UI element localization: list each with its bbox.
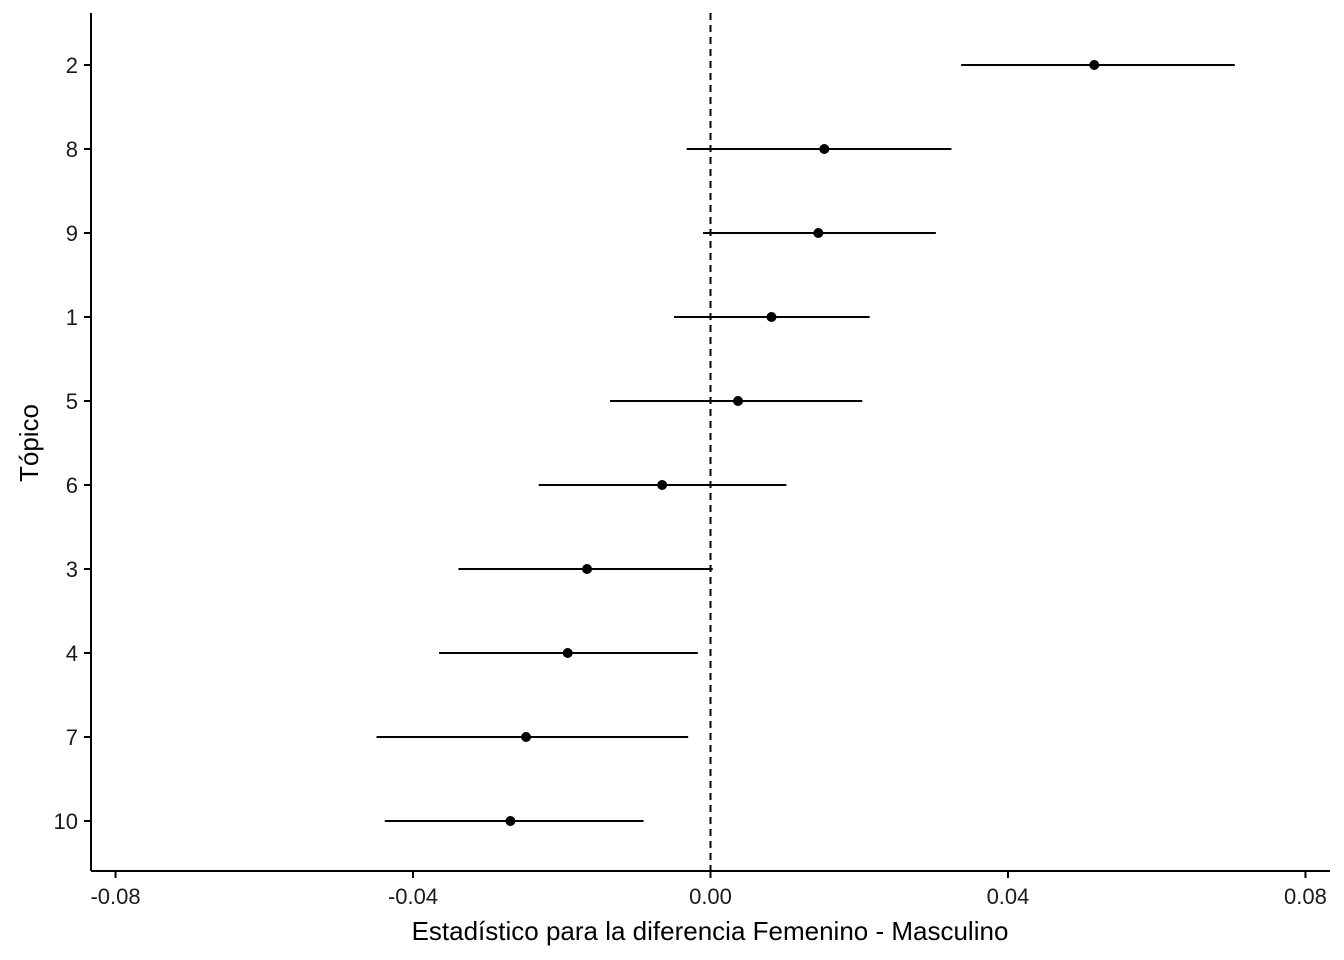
x-tick-label-0.04: 0.04 [987, 884, 1030, 909]
y-tick-label-3: 3 [66, 557, 78, 582]
y-tick-label-10: 10 [54, 809, 78, 834]
x-tick-label--0.08: -0.08 [90, 884, 140, 909]
y-tick-label-2: 2 [66, 53, 78, 78]
y-tick-label-5: 5 [66, 389, 78, 414]
y-axis-title: Tópico [14, 404, 44, 482]
point-topic-1 [766, 312, 777, 322]
x-axis-title: Estadístico para la diferencia Femenino … [412, 916, 1009, 946]
point-topic-5 [733, 396, 744, 406]
y-tick-label-8: 8 [66, 137, 78, 162]
point-topic-2 [1089, 60, 1100, 70]
point-topic-4 [562, 648, 573, 658]
point-topic-10 [505, 816, 516, 826]
x-tick-label--0.04: -0.04 [388, 884, 438, 909]
point-topic-6 [657, 480, 668, 490]
y-tick-label-6: 6 [66, 473, 78, 498]
point-topic-8 [819, 144, 830, 154]
axes: 2 8 9 1 5 6 3 4 7 10 -0.08 -0.04 0.00 0.04 0.08 [54, 13, 1330, 909]
point-topic-3 [582, 564, 593, 574]
x-tick-label-0.00: 0.00 [689, 884, 732, 909]
plot-area [376, 13, 1235, 871]
x-tick-label-0.08: 0.08 [1284, 884, 1327, 909]
y-tick-label-9: 9 [66, 221, 78, 246]
y-tick-label-1: 1 [66, 305, 78, 330]
y-tick-label-4: 4 [66, 641, 78, 666]
y-tick-label-7: 7 [66, 725, 78, 750]
point-topic-9 [813, 228, 824, 238]
point-topic-7 [521, 732, 532, 742]
